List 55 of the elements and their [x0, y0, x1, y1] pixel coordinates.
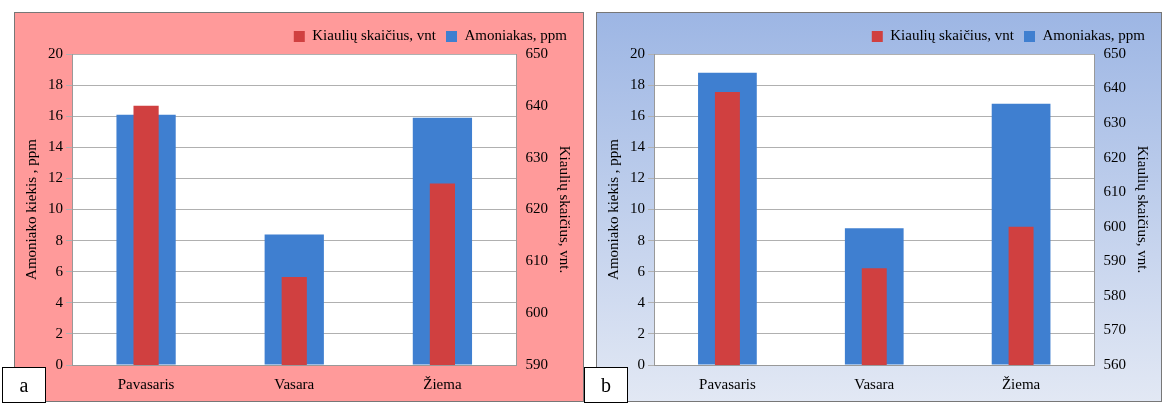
y2-tick-label: 630 [525, 148, 548, 165]
y-tick-label: 8 [55, 231, 63, 248]
y2-tick-label: 640 [1103, 79, 1126, 96]
y2-tick-label: 600 [1103, 217, 1126, 234]
y-tick-label: 14 [630, 138, 646, 155]
legend-label: Kiaulių skaičius, vnt [312, 27, 437, 44]
y2-tick-label: 630 [1103, 114, 1126, 131]
y2-axis-title: Kiaulių skaičius, vnt. [1135, 145, 1152, 274]
y-tick-label: 18 [48, 76, 63, 93]
x-tick-label: Žiema [423, 375, 462, 392]
y-tick-label: 0 [55, 355, 63, 372]
text: a [2, 367, 46, 403]
y2-tick-label: 620 [525, 200, 548, 217]
x-tick-label: Pavasaris [117, 375, 175, 392]
y-tick-label: 4 [637, 293, 646, 310]
y-axis-title: Amoniako kiekis , ppm [604, 138, 621, 280]
y2-tick-label: 640 [525, 96, 548, 113]
y2-tick-label: 650 [525, 44, 548, 61]
y-tick-label: 10 [630, 200, 645, 217]
y-tick-label: 2 [55, 324, 63, 341]
y2-tick-label: 580 [1103, 286, 1126, 303]
x-tick-label: Žiema [1001, 375, 1041, 392]
y2-tick-label: 590 [525, 355, 548, 372]
y-tick-label: 14 [48, 138, 64, 155]
y2-tick-label: 600 [525, 304, 548, 321]
y2-axis-title: Kiaulių skaičius, vnt. [557, 145, 574, 274]
y-tick-label: 16 [630, 107, 646, 124]
y-tick-label: 2 [637, 324, 645, 341]
y-tick-label: 12 [48, 169, 63, 186]
y2-tick-label: 610 [525, 252, 548, 269]
y2-tick-label: 610 [1103, 183, 1126, 200]
legend-label: Kiaulių skaičius, vnt [890, 27, 1015, 44]
text: b [584, 367, 628, 403]
x-tick-label: Pavasaris [699, 375, 756, 392]
y-axis-title: Amoniako kiekis , ppm [22, 138, 39, 280]
y2-tick-label: 590 [1103, 252, 1126, 269]
y-tick-label: 18 [630, 76, 645, 93]
legend-label: Amoniakas, ppm [1042, 27, 1146, 44]
y-tick-label: 16 [48, 107, 64, 124]
y2-tick-label: 570 [1103, 321, 1126, 338]
legend-label: Amoniakas, ppm [464, 27, 568, 44]
x-tick-label: Vasara [854, 375, 895, 392]
y-tick-label: 4 [55, 293, 64, 310]
y-tick-label: 20 [48, 44, 63, 61]
y-tick-label: 20 [630, 44, 645, 61]
y-tick-label: 6 [637, 262, 646, 279]
y2-tick-label: 650 [1103, 44, 1126, 61]
y2-tick-label: 560 [1103, 355, 1126, 372]
y-tick-label: 0 [637, 355, 645, 372]
y-tick-label: 6 [55, 262, 64, 279]
x-tick-label: Vasara [274, 375, 315, 392]
y-tick-label: 8 [637, 231, 645, 248]
y-tick-label: 10 [48, 200, 63, 217]
y-tick-label: 12 [630, 169, 645, 186]
y2-tick-label: 620 [1103, 148, 1126, 165]
